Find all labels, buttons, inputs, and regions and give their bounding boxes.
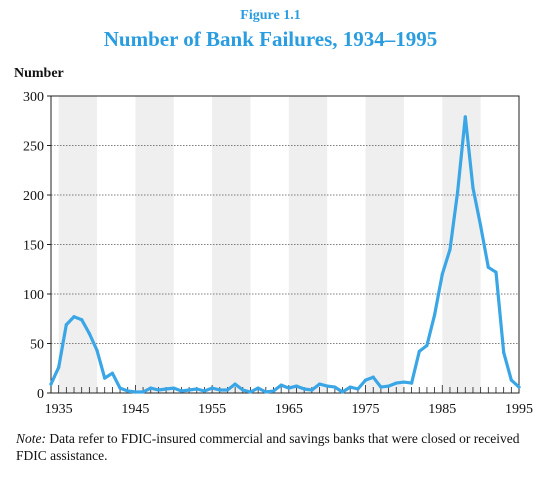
data-point <box>317 382 322 386</box>
data-point <box>218 388 222 392</box>
data-point <box>149 386 153 390</box>
data-point <box>256 386 260 390</box>
data-point <box>363 378 368 382</box>
data-point <box>333 385 337 389</box>
x-tick-label: 1935 <box>45 402 73 417</box>
x-tick-label: 1945 <box>121 402 149 417</box>
data-point <box>356 387 360 391</box>
data-point <box>294 384 299 388</box>
data-point <box>463 115 467 119</box>
data-point <box>402 380 406 384</box>
y-tick-label: 0 <box>37 387 44 402</box>
data-point <box>425 343 429 348</box>
data-point <box>456 190 460 194</box>
chart-title: Number of Bank Failures, 1934–1995 <box>103 27 438 51</box>
data-point <box>248 390 253 394</box>
data-point <box>57 365 61 369</box>
data-point <box>103 376 107 380</box>
data-point <box>133 390 137 394</box>
data-point <box>156 388 161 392</box>
data-point <box>271 389 276 393</box>
data-point <box>80 318 84 322</box>
data-point <box>417 349 421 354</box>
data-point <box>241 388 245 392</box>
data-point <box>287 386 291 390</box>
y-tick-label: 100 <box>23 288 44 303</box>
data-point <box>325 384 329 388</box>
y-tick-label: 150 <box>23 239 44 254</box>
data-point <box>141 390 145 394</box>
data-point <box>409 381 414 385</box>
x-tick-label: 1975 <box>352 402 380 417</box>
y-tick-label: 250 <box>23 140 44 155</box>
data-point <box>264 390 268 394</box>
data-point <box>72 315 76 319</box>
data-point <box>179 389 184 393</box>
data-point <box>509 378 513 382</box>
data-point <box>87 332 91 336</box>
note-text: Data refer to FDIC-insured commercial an… <box>16 431 520 463</box>
data-point <box>440 272 444 276</box>
x-tick-label: 1955 <box>198 402 226 417</box>
data-point <box>64 323 68 327</box>
data-point <box>233 382 237 386</box>
data-point <box>202 389 207 393</box>
data-point <box>118 386 122 390</box>
data-point <box>379 385 383 389</box>
data-point <box>479 224 483 228</box>
data-point <box>494 270 498 274</box>
data-point <box>172 386 176 390</box>
data-point <box>210 386 214 390</box>
data-point <box>340 390 345 394</box>
y-axis-label: Number <box>14 66 64 81</box>
data-point <box>187 388 191 392</box>
data-point <box>310 388 314 392</box>
data-point <box>164 387 168 391</box>
data-point <box>348 385 352 389</box>
x-tick-label: 1965 <box>275 402 303 417</box>
data-point <box>371 375 375 379</box>
y-tick-label: 200 <box>23 189 44 204</box>
data-point <box>49 382 53 386</box>
data-point <box>394 381 398 385</box>
data-point <box>433 313 437 317</box>
data-point <box>486 265 490 269</box>
y-tick-label: 300 <box>23 90 44 105</box>
data-point <box>502 350 506 355</box>
data-point <box>95 348 99 353</box>
chart-note: Note: Data refer to FDIC-insured commerc… <box>16 430 531 464</box>
data-point <box>195 387 199 391</box>
note-prefix: Note: <box>16 431 46 446</box>
data-point <box>302 387 306 391</box>
data-point <box>126 389 130 393</box>
data-point <box>110 371 114 375</box>
data-point <box>471 186 475 190</box>
data-point <box>448 247 452 252</box>
data-point <box>386 384 391 388</box>
y-tick-label: 50 <box>30 338 44 353</box>
data-point <box>517 385 521 389</box>
figure-label: Figure 1.1 <box>240 8 301 23</box>
x-tick-label: 1985 <box>428 402 456 417</box>
data-point <box>279 383 283 387</box>
data-point <box>225 388 230 392</box>
x-tick-label: 1995 <box>505 402 533 417</box>
